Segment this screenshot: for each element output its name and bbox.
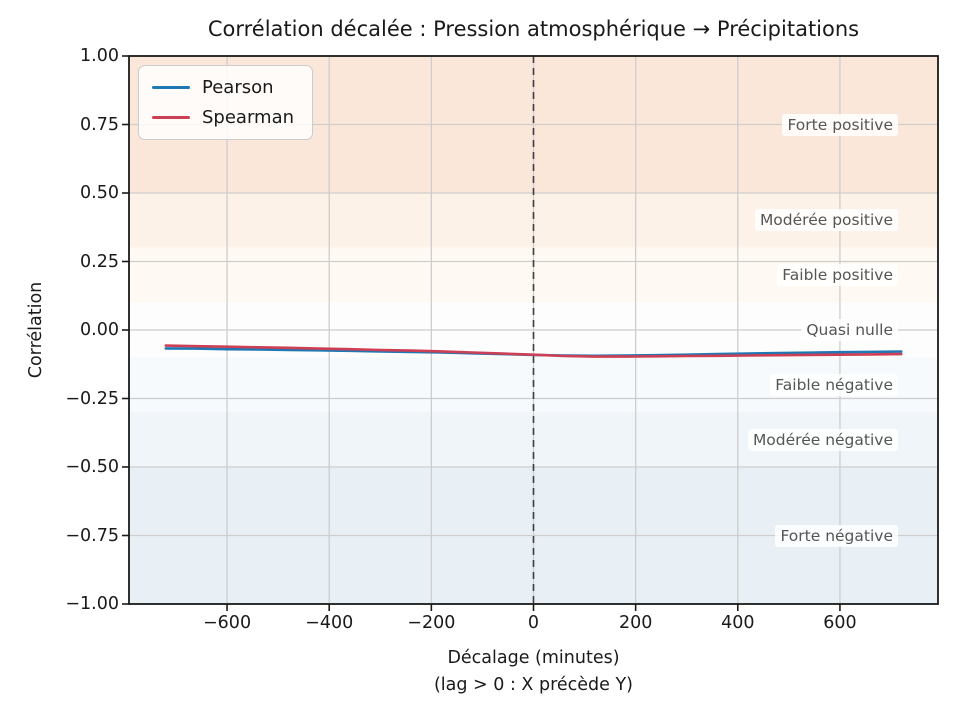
legend-label-spearman: Spearman xyxy=(202,107,295,128)
x-tick-label: 400 xyxy=(721,613,755,633)
y-tick-label: −0.50 xyxy=(65,457,119,477)
x-tick-label: −600 xyxy=(203,613,252,633)
x-axis-label-line1: Décalage (minutes) xyxy=(447,648,620,668)
y-tick-label: −0.75 xyxy=(65,525,119,546)
y-tick-label: 1.00 xyxy=(80,46,119,66)
data-series xyxy=(164,344,903,358)
band-label-moderee-negative: Modérée négative xyxy=(747,428,898,451)
chart-title: Corrélation décalée : Pression atmosphér… xyxy=(207,17,860,41)
band-label-faible-negative: Faible négative xyxy=(770,373,898,396)
y-tick-label: −1.00 xyxy=(65,594,119,614)
band-label-forte-negative: Forte négative xyxy=(775,524,898,547)
band-label-quasi-nulle: Quasi nulle xyxy=(801,319,898,341)
y-tick-label: 0.25 xyxy=(80,251,119,272)
y-tick-label: 0.50 xyxy=(80,183,119,203)
y-tick-label: 0.75 xyxy=(80,114,119,135)
legend-entry-pearson: Pearson xyxy=(152,77,294,98)
x-axis-label: Décalage (minutes) (lag > 0 : X précède … xyxy=(129,645,938,699)
legend-line-swatch-spearman xyxy=(152,115,190,120)
legend-entry-spearman: Spearman xyxy=(152,107,294,128)
x-axis-label-line2: (lag > 0 : X précède Y) xyxy=(433,675,634,695)
series-line-spearman xyxy=(164,344,903,358)
tick-marks xyxy=(122,55,841,611)
band-label-faible-positive: Faible positive xyxy=(777,264,898,287)
x-tick-label: 0 xyxy=(527,613,540,633)
y-tick-label: 0.00 xyxy=(80,320,119,340)
legend: Pearson Spearman xyxy=(138,65,314,140)
legend-line-swatch-pearson xyxy=(152,85,190,90)
x-tick-label: −400 xyxy=(305,613,354,633)
x-tick-label: −200 xyxy=(407,613,456,633)
band-label-moderee-positive: Modérée positive xyxy=(754,209,898,232)
band-label-forte-positive: Forte positive xyxy=(782,113,898,136)
y-tick-label: −0.25 xyxy=(65,388,119,409)
x-tick-label: 200 xyxy=(618,613,653,633)
legend-label-pearson: Pearson xyxy=(202,77,274,98)
x-tick-label: 600 xyxy=(823,613,857,633)
